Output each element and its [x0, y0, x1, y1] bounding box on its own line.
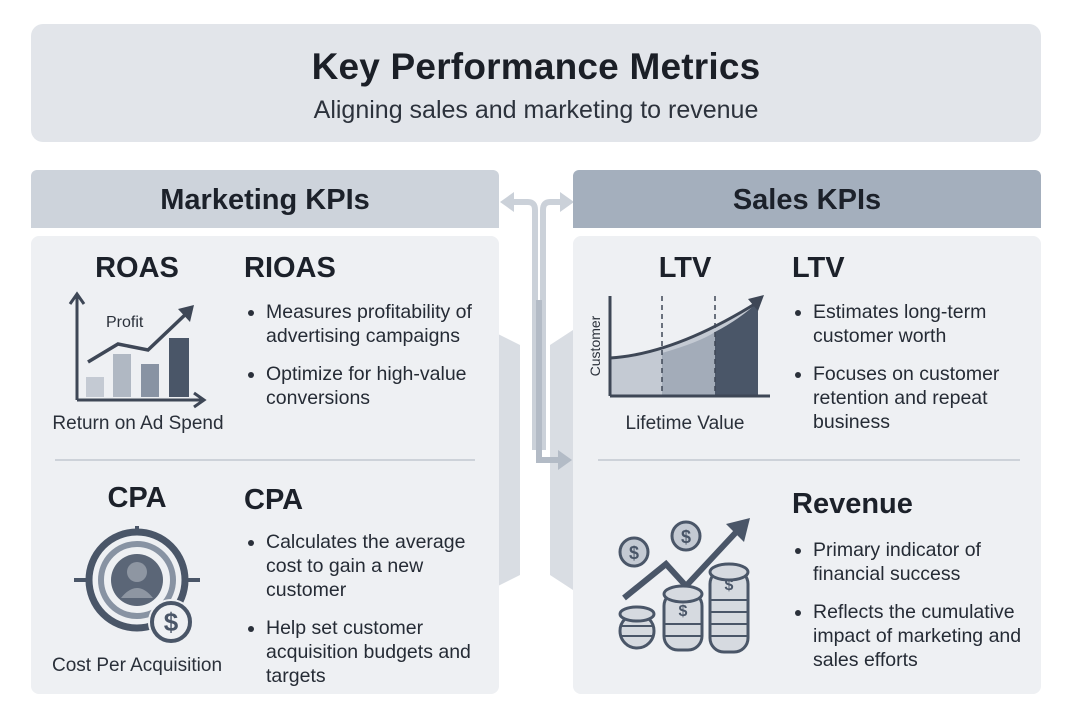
svg-text:$: $	[164, 607, 179, 637]
ltv-label: LTV	[658, 252, 712, 284]
ltv-caption: Lifetime Value	[625, 413, 745, 434]
svg-text:$: $	[681, 527, 691, 547]
roas-bullet-item: Optimize for high-value conversions	[246, 362, 491, 410]
svg-text:$: $	[679, 603, 688, 620]
cpa-title: CPA	[244, 484, 304, 516]
roas-title: RIOAS	[244, 252, 336, 284]
coin-stacks-growth-icon: $ $ $ $	[618, 518, 750, 654]
page-subtitle: Aligning sales and marketing to revenue	[313, 96, 759, 124]
page-title: Key Performance Metrics	[311, 46, 761, 87]
ltv-bullet-item: Estimates long-term customer worth	[793, 300, 1033, 348]
revenue-bullet-list: Primary indicator of financial success R…	[793, 538, 1038, 686]
header-banner: Key Performance Metrics Aligning sales a…	[31, 24, 1041, 142]
sales-kpis-heading: Sales KPIs	[573, 170, 1041, 228]
ltv-bullet-item: Focuses on customer retention and repeat…	[793, 362, 1033, 434]
svg-text:$: $	[725, 577, 734, 594]
cpa-bullet-item: Calculates the average cost to gain a ne…	[246, 530, 491, 602]
roas-icon-profit-text: Profit	[106, 314, 144, 331]
roas-bullet-item: Measures profitability of advertising ca…	[246, 300, 491, 348]
revenue-title: Revenue	[792, 488, 913, 520]
lifetime-value-curve-icon: Customer	[587, 295, 770, 398]
roas-bullet-list: Measures profitability of advertising ca…	[246, 300, 491, 424]
cpa-label: CPA	[107, 482, 167, 514]
revenue-bullet-item: Reflects the cumulative impact of market…	[793, 600, 1038, 672]
marketing-divider	[55, 459, 475, 461]
cpa-caption: Cost Per Acquisition	[51, 655, 223, 676]
bar-chart-growth-icon: Profit	[68, 291, 207, 409]
roas-label: ROAS	[95, 252, 179, 284]
ltv-bullet-list: Estimates long-term customer worth Focus…	[793, 300, 1033, 448]
ltv-axis-label: Customer	[587, 315, 603, 376]
marketing-kpis-heading: Marketing KPIs	[31, 170, 499, 228]
cpa-bullet-list: Calculates the average cost to gain a ne…	[246, 530, 491, 702]
svg-text:$: $	[629, 543, 639, 563]
ltv-title: LTV	[792, 252, 845, 284]
sales-divider	[598, 459, 1020, 461]
cpa-bullet-item: Help set customer acquisition budgets an…	[246, 616, 491, 688]
target-customer-dollar-icon: $	[74, 526, 200, 645]
roas-caption: Return on Ad Spend	[52, 413, 224, 434]
revenue-bullet-item: Primary indicator of financial success	[793, 538, 1038, 586]
